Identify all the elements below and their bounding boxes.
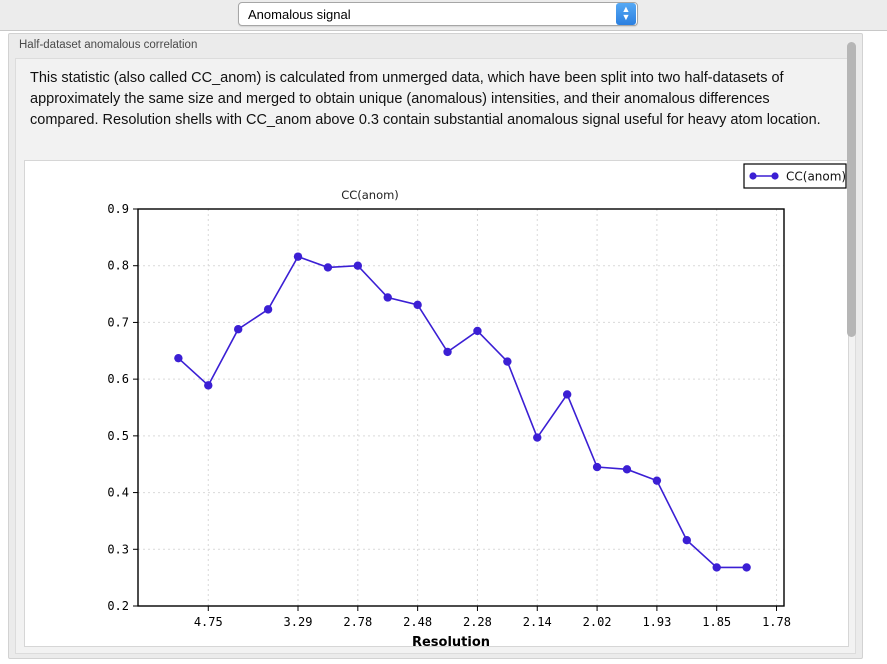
toolbar: Anomalous signal ▲ ▼ <box>0 0 887 30</box>
data-point[interactable] <box>682 536 691 545</box>
data-point[interactable] <box>503 357 512 366</box>
data-point[interactable] <box>323 263 333 272</box>
data-point[interactable] <box>383 293 392 302</box>
data-point[interactable] <box>622 465 632 474</box>
data-point[interactable] <box>174 353 183 363</box>
data-point[interactable] <box>204 381 213 390</box>
x-axis-tick-label: 2.78 <box>343 615 372 629</box>
data-point[interactable] <box>473 326 482 336</box>
legend-marker-icon <box>771 172 779 180</box>
plot-container: 0.2 0.3 0.4 0.5 0.6 0.7 0.8 0.9 4.75 3.29 2.78 2.48… <box>24 160 849 647</box>
x-axis-tick-label: 1.85 <box>702 615 731 629</box>
x-axis-tick-label: 2.28 <box>463 615 492 629</box>
x-axis-tick-label: 2.14 <box>523 615 552 629</box>
y-axis-tick-label: 0.9 <box>107 202 129 216</box>
statistic-card: This statistic (also called CC_anom) is … <box>15 58 856 654</box>
legend-label: CC(anom) <box>786 170 846 184</box>
data-point[interactable] <box>353 261 363 270</box>
x-axis-label: Resolution <box>412 635 490 646</box>
updown-chevrons-icon[interactable]: ▲ ▼ <box>616 3 636 25</box>
data-point[interactable] <box>263 305 273 314</box>
y-axis-tick-label: 0.6 <box>107 372 129 386</box>
y-axis-tick-label: 0.3 <box>107 542 129 556</box>
statistic-description: This statistic (also called CC_anom) is … <box>30 70 821 128</box>
x-axis-tick-label: 3.29 <box>284 615 313 629</box>
data-point[interactable] <box>233 325 243 334</box>
series-line-cc-anom <box>177 255 747 569</box>
x-axis-tick-label: 4.75 <box>194 615 223 629</box>
cc-anom-line-chart[interactable]: 0.2 0.3 0.4 0.5 0.6 0.7 0.8 0.9 4.75 3.29 2.78 2.48… <box>25 161 848 646</box>
x-axis-tick-label: 1.93 <box>642 615 671 629</box>
y-axis-tick-label: 0.8 <box>107 259 129 273</box>
data-point[interactable] <box>712 563 721 572</box>
data-point[interactable] <box>293 252 303 261</box>
legend-marker-icon <box>749 172 757 180</box>
vertical-scrollbar[interactable] <box>845 38 858 664</box>
dataset-select-popup[interactable]: Anomalous signal ▲ ▼ <box>238 2 638 26</box>
y-axis-tick-label: 0.2 <box>107 599 129 613</box>
panel-inner: Half-dataset anomalous correlation This … <box>8 33 863 659</box>
data-point[interactable] <box>562 390 572 399</box>
x-axis-tick-label: 2.48 <box>403 615 432 629</box>
data-point[interactable] <box>742 563 751 572</box>
content-panel: Half-dataset anomalous correlation This … <box>0 30 887 664</box>
y-axis-tick-label: 0.5 <box>107 429 129 443</box>
y-axis-tick-label: 0.7 <box>107 315 129 329</box>
data-point[interactable] <box>413 300 422 310</box>
dataset-select-value: Anomalous signal <box>248 6 351 22</box>
data-point[interactable] <box>443 347 452 357</box>
chart-title: CC(anom) <box>341 188 399 202</box>
data-point[interactable] <box>652 476 662 485</box>
x-axis-tick-label: 2.02 <box>583 615 612 629</box>
data-point[interactable] <box>592 462 602 472</box>
x-axis-tick-label: 1.78 <box>762 615 791 629</box>
scrollbar-thumb[interactable] <box>847 42 856 337</box>
section-title: Half-dataset anomalous correlation <box>19 39 198 51</box>
y-axis-tick-label: 0.4 <box>107 486 129 500</box>
data-point[interactable] <box>533 433 542 442</box>
